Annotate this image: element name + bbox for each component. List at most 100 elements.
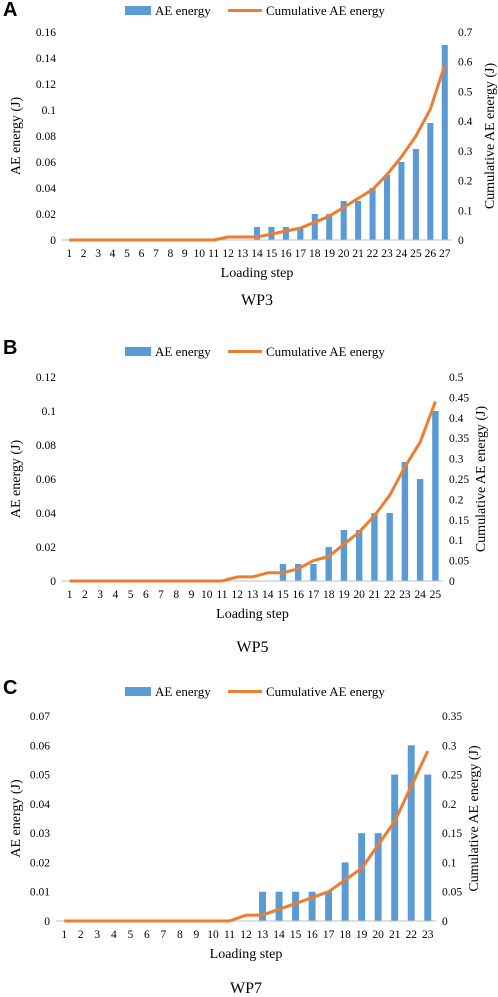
x-tick-label: 12 (240, 929, 252, 941)
panel-caption: WP5 (237, 639, 269, 656)
bar (275, 891, 283, 921)
x-tick-label: 25 (410, 248, 422, 260)
x-tick-label: 22 (367, 248, 379, 260)
bar (355, 530, 363, 581)
x-tick-label: 12 (232, 589, 244, 601)
bar (325, 891, 333, 921)
y-tick-label: 0.02 (30, 857, 50, 869)
y2-tick-label: 0.1 (458, 205, 473, 217)
bar (341, 862, 349, 921)
bar (383, 175, 391, 240)
y-tick-label: 0.06 (36, 157, 56, 169)
y2-tick-label: 0.2 (449, 494, 464, 506)
y-tick-label: 0.07 (30, 711, 50, 723)
chart-panel-wp7: C AE energy Cumulative AE energy 0 0.01 0.02 0… (3, 677, 482, 997)
x-tick-label: 9 (194, 929, 200, 941)
bar (295, 564, 302, 581)
bar (340, 530, 348, 581)
bar (326, 214, 333, 240)
y-axis-title: AE energy (J) (9, 779, 24, 858)
bar (340, 201, 347, 240)
x-tick-label: 7 (158, 589, 164, 601)
y2-tick-label: 0.45 (449, 392, 469, 404)
bar (308, 891, 316, 921)
bar (427, 123, 434, 240)
y2-tick-label: 0 (449, 576, 455, 588)
y2-tick-label: 0.2 (458, 176, 473, 188)
x-tick-label: 21 (369, 589, 381, 601)
y-tick-label: 0.1 (42, 105, 57, 117)
y2-tick-label: 0.05 (442, 887, 462, 899)
x-tick-label: 8 (173, 589, 179, 601)
y-axis-title: AE energy (J) (9, 97, 24, 176)
y2-axis-title: Cumulative AE energy (J) (474, 406, 489, 553)
legend-label-cumulative: Cumulative AE energy (266, 684, 385, 699)
y-tick-label: 0.06 (30, 740, 50, 752)
y2-tick-label: 0.1 (442, 857, 457, 869)
y2-tick-label: 0.25 (442, 770, 462, 782)
y-tick-label: 0.01 (30, 887, 50, 899)
x-tick-label: 7 (153, 248, 159, 260)
x-tick-label: 13 (237, 248, 249, 260)
x-tick-label: 18 (309, 248, 321, 260)
panel-letter: C (3, 677, 17, 699)
bar (416, 479, 424, 581)
y-tick-label: 0.04 (36, 508, 56, 520)
y2-tick-label: 0.5 (458, 86, 473, 98)
y2-tick-label: 0.4 (449, 413, 464, 425)
chart-panel-wp5: B AE energy Cumulative AE energy 0 0.02 0.04 0… (3, 337, 489, 656)
x-tick-label: 19 (338, 589, 350, 601)
y2-tick-label: 0.3 (458, 146, 473, 158)
y2-tick-label: 0.6 (458, 57, 473, 69)
bar (432, 411, 439, 581)
y-tick-label: 0.05 (30, 770, 50, 782)
y-tick-label: 0.08 (36, 440, 56, 452)
x-tick-label: 24 (414, 589, 426, 601)
x-tick-label: 8 (167, 248, 173, 260)
y-tick-label: 0.06 (36, 474, 56, 486)
x-tick-label: 19 (323, 248, 335, 260)
x-tick-label: 15 (290, 929, 302, 941)
bar (398, 162, 405, 240)
panel-caption: WP3 (241, 292, 273, 309)
x-tick-label: 17 (323, 929, 335, 941)
bar (401, 462, 409, 581)
y2-tick-label: 0.25 (449, 474, 469, 486)
y-tick-label: 0 (50, 235, 56, 247)
y2-tick-label: 0.5 (449, 372, 464, 384)
x-tick-label: 2 (81, 248, 87, 260)
bar (311, 214, 318, 240)
x-tick-label: 20 (338, 248, 350, 260)
x-tick-label: 16 (280, 248, 292, 260)
y2-tick-label: 0 (442, 916, 448, 928)
y-tick-label: 0.12 (36, 372, 56, 384)
y-tick-label: 0.12 (36, 79, 56, 91)
x-axis-title: Loading step (216, 607, 289, 622)
x-tick-label: 17 (295, 248, 307, 260)
x-tick-label: 21 (352, 248, 364, 260)
x-tick-label: 6 (139, 248, 145, 260)
legend-label-ae-energy: AE energy (155, 3, 211, 18)
y-tick-label: 0 (44, 916, 50, 928)
y2-axis-title: Cumulative AE energy (J) (467, 745, 482, 892)
legend-swatch-bar (125, 6, 151, 15)
bar (441, 45, 448, 240)
x-tick-label: 21 (389, 929, 401, 941)
y2-tick-label: 0.7 (458, 27, 473, 39)
bar (310, 564, 317, 581)
y-tick-label: 0.03 (30, 828, 50, 840)
y-tick-label: 0 (50, 576, 56, 588)
x-tick-label: 13 (247, 589, 259, 601)
y-tick-label: 0.1 (42, 406, 57, 418)
y2-tick-label: 0.4 (458, 116, 473, 128)
x-tick-label: 8 (177, 929, 183, 941)
y2-axis-title: Cumulative AE energy (J) (483, 63, 498, 210)
bar (292, 891, 300, 921)
chart-panel-wp3: A AE energy Cumulative AE energy 0 0.02 0.04 0… (3, 0, 498, 309)
legend-label-ae-energy: AE energy (155, 344, 211, 359)
bar (374, 833, 382, 921)
y-tick-label: 0.04 (30, 799, 50, 811)
x-tick-label: 10 (201, 589, 213, 601)
x-tick-label: 9 (189, 589, 195, 601)
x-tick-label: 1 (61, 929, 67, 941)
